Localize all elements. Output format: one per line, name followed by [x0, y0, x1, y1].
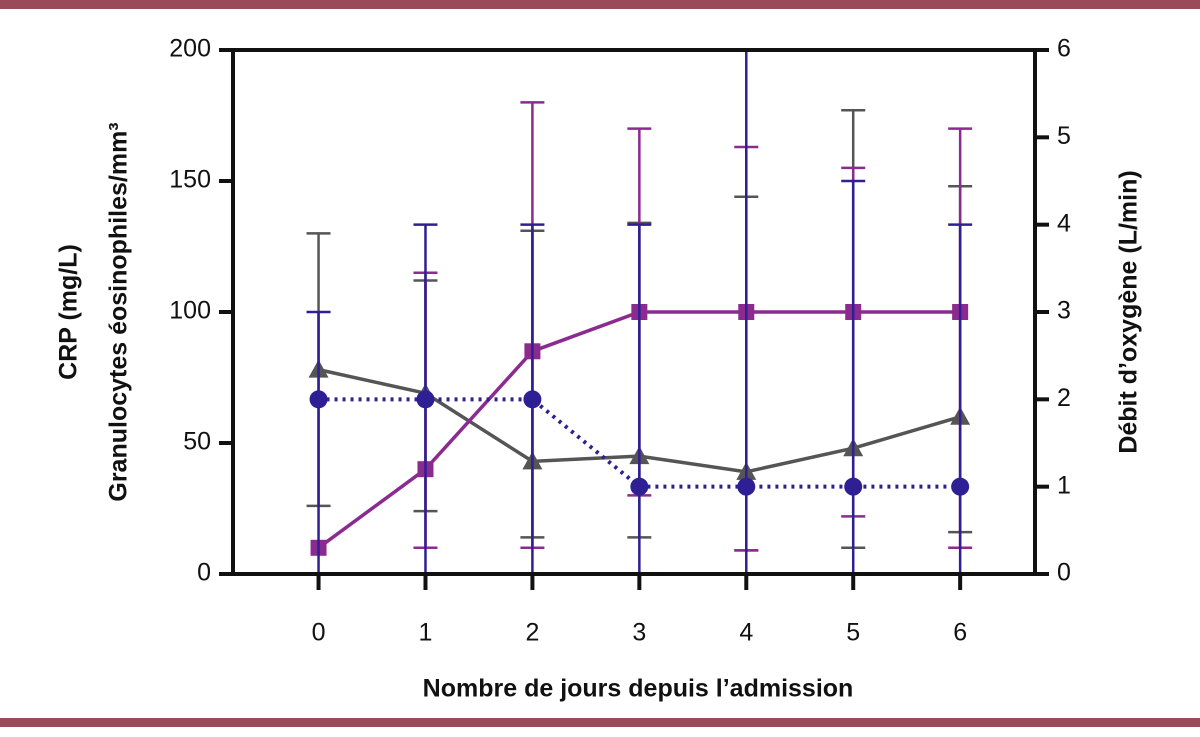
y-tick-label: 100: [169, 297, 211, 325]
error-bar: [627, 223, 652, 576]
marker: [630, 477, 649, 496]
marker: [309, 390, 328, 409]
marker: [523, 390, 542, 409]
y2-tick-label: 5: [1057, 122, 1071, 150]
x-tick-label: 1: [419, 619, 433, 647]
y-axis-label: CRP (mg/L): [55, 244, 83, 380]
y-tick-label: 0: [197, 559, 211, 587]
x-tick-label: 0: [312, 619, 326, 647]
y2-tick-label: 3: [1057, 297, 1071, 325]
x-tick-label: 3: [632, 619, 646, 647]
bottom-band: [0, 718, 1200, 727]
error-bar: [948, 223, 973, 576]
error-bar: [306, 310, 331, 576]
y-tick-label: 200: [169, 35, 211, 63]
marker: [737, 477, 756, 496]
y-axis-label: Granulocytes éosinophiles/mm³: [105, 122, 133, 501]
error-bar: [841, 179, 866, 576]
y-tick-label: 150: [169, 166, 211, 194]
y2-tick-label: 4: [1057, 209, 1071, 237]
marker: [844, 477, 863, 496]
y2-tick-label: 0: [1057, 559, 1071, 587]
x-tick-label: 2: [525, 619, 539, 647]
y2-tick-label: 6: [1057, 35, 1071, 63]
y-tick-label: 50: [183, 428, 211, 456]
marker: [951, 477, 970, 496]
x-tick-label: 5: [846, 619, 860, 647]
x-tick-label: 6: [953, 619, 967, 647]
top-band: [0, 0, 1200, 9]
y2-tick-label: 1: [1057, 471, 1071, 499]
y2-axis-label: Débit d’oxygène (L/min): [1115, 170, 1143, 453]
x-axis-label: Nombre de jours depuis l’admission: [423, 675, 854, 703]
y2-tick-label: 2: [1057, 384, 1071, 412]
plot-frame: [231, 48, 1037, 576]
x-tick-label: 4: [739, 619, 753, 647]
marker: [416, 390, 435, 409]
